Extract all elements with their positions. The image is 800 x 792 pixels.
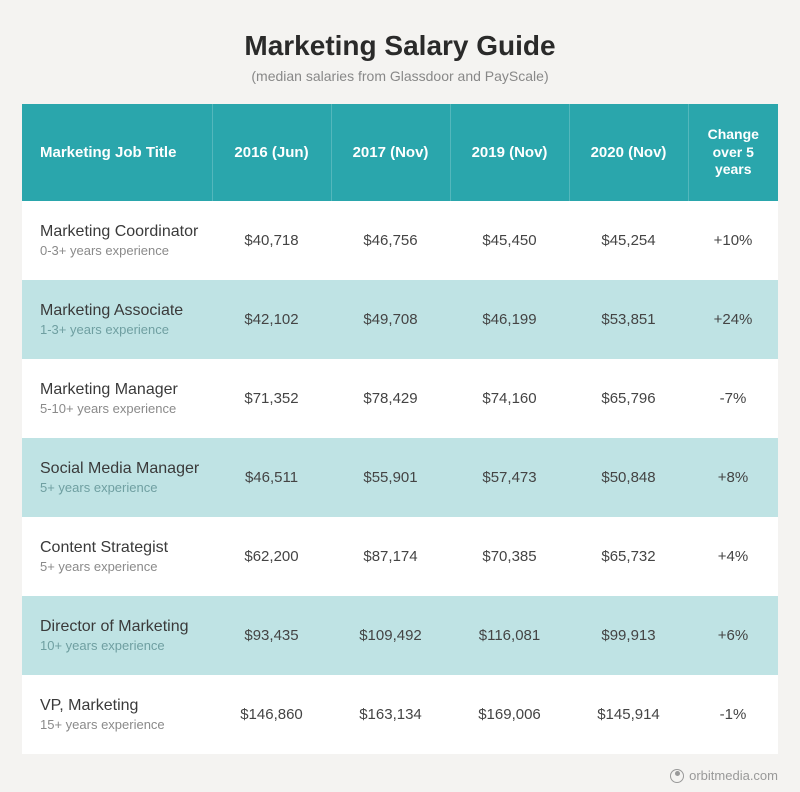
salary-2019: $74,160	[450, 359, 569, 438]
salary-2020: $53,851	[569, 280, 688, 359]
job-title: Social Media Manager	[40, 460, 202, 478]
table-row: Content Strategist 5+ years experience $…	[22, 517, 778, 596]
salary-change: +6%	[688, 596, 778, 675]
salary-change: +8%	[688, 438, 778, 517]
job-title: Content Strategist	[40, 539, 202, 557]
footer-text: orbitmedia.com	[689, 768, 778, 783]
salary-2016: $93,435	[212, 596, 331, 675]
salary-2017: $49,708	[331, 280, 450, 359]
job-experience: 15+ years experience	[40, 717, 202, 732]
job-title: Director of Marketing	[40, 618, 202, 636]
page-title: Marketing Salary Guide	[22, 30, 778, 62]
job-cell: Content Strategist 5+ years experience	[22, 517, 212, 596]
salary-2019: $116,081	[450, 596, 569, 675]
salary-2020: $50,848	[569, 438, 688, 517]
col-2016: 2016 (Jun)	[212, 104, 331, 201]
job-cell: Social Media Manager 5+ years experience	[22, 438, 212, 517]
salary-2019: $45,450	[450, 201, 569, 280]
table-row: Social Media Manager 5+ years experience…	[22, 438, 778, 517]
page-subtitle: (median salaries from Glassdoor and PayS…	[22, 68, 778, 84]
table-row: Marketing Associate 1-3+ years experienc…	[22, 280, 778, 359]
salary-2020: $99,913	[569, 596, 688, 675]
salary-2017: $87,174	[331, 517, 450, 596]
job-cell: Marketing Manager 5-10+ years experience	[22, 359, 212, 438]
salary-2016: $146,860	[212, 675, 331, 754]
salary-change: -7%	[688, 359, 778, 438]
salary-change: +4%	[688, 517, 778, 596]
salary-2019: $57,473	[450, 438, 569, 517]
job-experience: 5+ years experience	[40, 480, 202, 495]
salary-2016: $40,718	[212, 201, 331, 280]
salary-2017: $109,492	[331, 596, 450, 675]
col-2017: 2017 (Nov)	[331, 104, 450, 201]
salary-2019: $169,006	[450, 675, 569, 754]
salary-2020: $65,732	[569, 517, 688, 596]
salary-2016: $46,511	[212, 438, 331, 517]
job-cell: Director of Marketing 10+ years experien…	[22, 596, 212, 675]
orbitmedia-logo-icon	[670, 769, 684, 783]
salary-2019: $46,199	[450, 280, 569, 359]
salary-2017: $46,756	[331, 201, 450, 280]
job-cell: Marketing Associate 1-3+ years experienc…	[22, 280, 212, 359]
salary-2016: $42,102	[212, 280, 331, 359]
col-job-title: Marketing Job Title	[22, 104, 212, 201]
job-cell: VP, Marketing 15+ years experience	[22, 675, 212, 754]
salary-2017: $55,901	[331, 438, 450, 517]
salary-table: Marketing Job Title 2016 (Jun) 2017 (Nov…	[22, 104, 778, 754]
job-title: Marketing Associate	[40, 302, 202, 320]
salary-2016: $71,352	[212, 359, 331, 438]
job-experience: 0-3+ years experience	[40, 243, 202, 258]
table-row: Director of Marketing 10+ years experien…	[22, 596, 778, 675]
table-row: VP, Marketing 15+ years experience $146,…	[22, 675, 778, 754]
job-title: Marketing Coordinator	[40, 223, 202, 241]
salary-2020: $45,254	[569, 201, 688, 280]
col-change: Change over 5 years	[688, 104, 778, 201]
job-title: Marketing Manager	[40, 381, 202, 399]
job-experience: 10+ years experience	[40, 638, 202, 653]
table-row: Marketing Coordinator 0-3+ years experie…	[22, 201, 778, 280]
salary-change: +10%	[688, 201, 778, 280]
salary-2016: $62,200	[212, 517, 331, 596]
col-2020: 2020 (Nov)	[569, 104, 688, 201]
job-experience: 1-3+ years experience	[40, 322, 202, 337]
footer: orbitmedia.com	[22, 768, 778, 784]
table-row: Marketing Manager 5-10+ years experience…	[22, 359, 778, 438]
job-experience: 5+ years experience	[40, 559, 202, 574]
table-header-row: Marketing Job Title 2016 (Jun) 2017 (Nov…	[22, 104, 778, 201]
col-2019: 2019 (Nov)	[450, 104, 569, 201]
job-experience: 5-10+ years experience	[40, 401, 202, 416]
salary-change: -1%	[688, 675, 778, 754]
salary-2017: $78,429	[331, 359, 450, 438]
salary-2020: $145,914	[569, 675, 688, 754]
salary-2017: $163,134	[331, 675, 450, 754]
job-cell: Marketing Coordinator 0-3+ years experie…	[22, 201, 212, 280]
salary-change: +24%	[688, 280, 778, 359]
job-title: VP, Marketing	[40, 697, 202, 715]
salary-2019: $70,385	[450, 517, 569, 596]
salary-2020: $65,796	[569, 359, 688, 438]
